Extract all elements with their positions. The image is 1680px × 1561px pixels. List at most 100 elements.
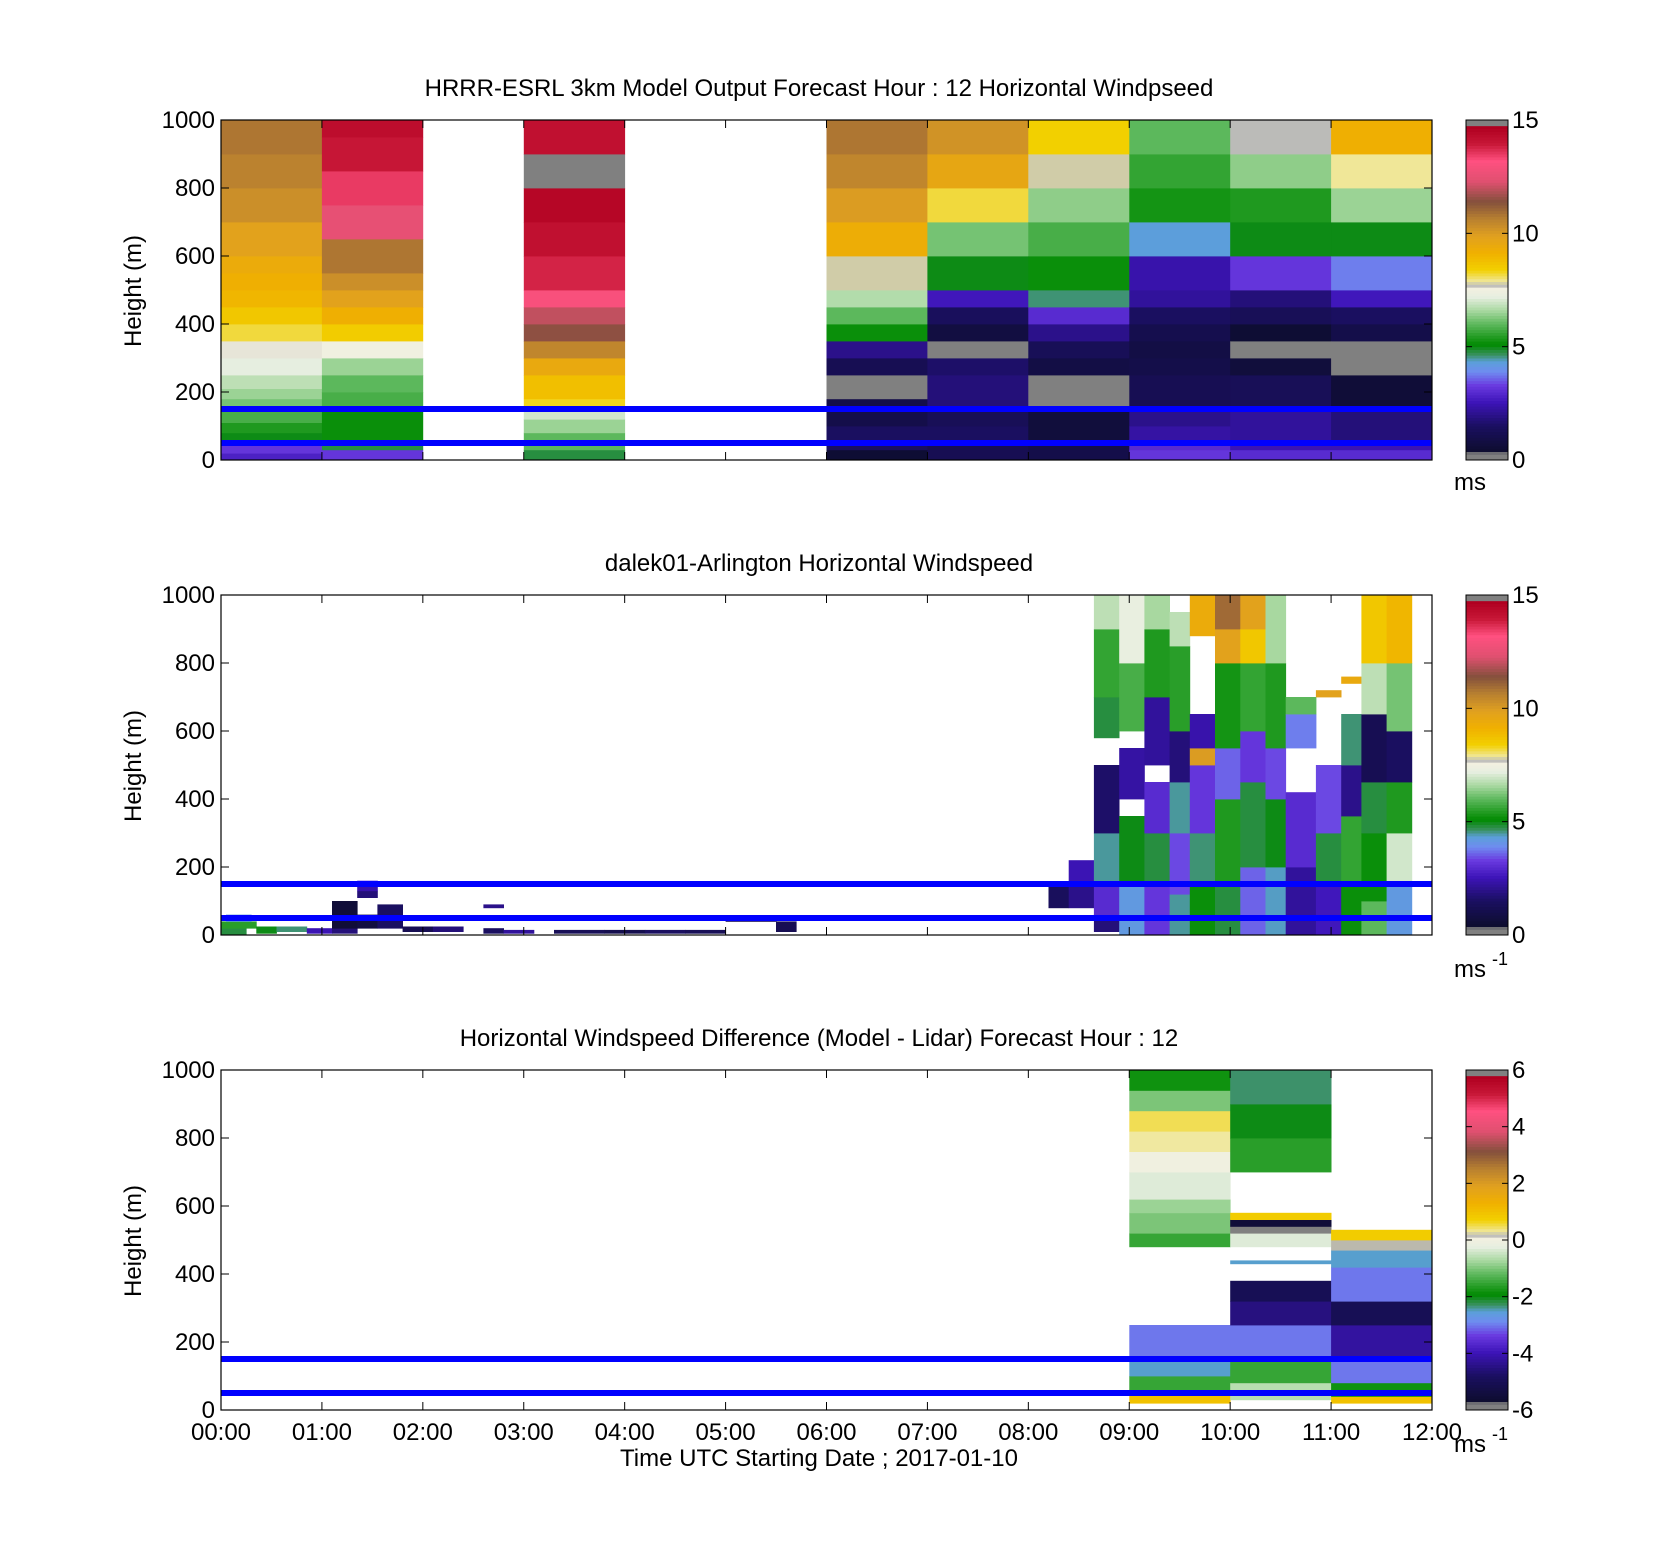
heatmap-cell [332, 928, 358, 934]
y-tick-label: 200 [175, 854, 215, 881]
heatmap-cell [1169, 612, 1191, 647]
heatmap-cell [1129, 1090, 1231, 1112]
heatmap-cell [1386, 595, 1413, 664]
colorbar-segment [1466, 360, 1508, 365]
heatmap-cell [306, 928, 333, 934]
heatmap-cell [685, 929, 726, 934]
heatmap-cell [1265, 663, 1287, 749]
colorbar-segment [1466, 739, 1508, 743]
colorbar-segment [1466, 273, 1508, 277]
heatmap-cell [1144, 782, 1170, 834]
colorbar-segment [1466, 748, 1508, 752]
colorbar-segment [1466, 867, 1508, 871]
heatmap-cell [1331, 120, 1433, 155]
colorbar-segment [1466, 895, 1508, 899]
colorbar-segment [1466, 156, 1508, 161]
colorbar-segment [1466, 1279, 1508, 1283]
heatmap-cell [221, 341, 323, 359]
heatmap-cell [927, 120, 1029, 155]
colorbar-tick-label: 15 [1512, 582, 1539, 609]
heatmap-cell [1129, 1359, 1231, 1377]
colorbar-segment [1466, 275, 1508, 280]
colorbar-unit-exponent: -1 [1492, 949, 1508, 969]
heatmap-cell [1315, 884, 1342, 936]
colorbar-segment [1466, 637, 1508, 641]
heatmap-cell [1230, 324, 1332, 342]
heatmap-cell [927, 341, 1029, 359]
colorbar-segment [1466, 1146, 1508, 1150]
colorbar-segment [1466, 1149, 1508, 1153]
colorbar-segment [1466, 1319, 1508, 1323]
colorbar-segment [1466, 1384, 1508, 1388]
heatmap-cell [221, 432, 323, 444]
heatmap-cell [826, 341, 928, 359]
heatmap-cell [1341, 884, 1362, 936]
colorbar-segment [1466, 858, 1508, 862]
colorbar-segment [1466, 139, 1508, 144]
heatmap-cell [1189, 748, 1216, 766]
colorbar-segment [1466, 445, 1508, 450]
colorbar-segment [1466, 1288, 1508, 1292]
colorbar-segment [1466, 1081, 1508, 1085]
colorbar-segment [1466, 193, 1508, 197]
heatmap-cell [1240, 595, 1266, 630]
colorbar-segment [1466, 397, 1508, 401]
colorbar-segment [1466, 1373, 1508, 1377]
colorbar-segment [1466, 847, 1508, 851]
heatmap-cell [321, 205, 424, 240]
heatmap-cell [1361, 714, 1387, 783]
colorbar-segment [1466, 1160, 1508, 1164]
colorbar-segment [1466, 691, 1508, 695]
colorbar-segment [1466, 1092, 1508, 1096]
heatmap-cell [1230, 1301, 1332, 1326]
heatmap-cell [1315, 765, 1342, 834]
heatmap-cell [927, 222, 1029, 257]
y-tick-label: 800 [175, 1125, 215, 1152]
heatmap-cell [321, 358, 424, 376]
colorbar-segment [1466, 722, 1508, 726]
colorbar-segment [1466, 827, 1508, 831]
colorbar-segment [1466, 380, 1508, 384]
heatmap-cell [1285, 792, 1317, 868]
colorbar-tick-label: 15 [1512, 107, 1539, 134]
colorbar-segment [1466, 1393, 1508, 1397]
heatmap-cell [221, 453, 323, 461]
heatmap-cell [1129, 1199, 1231, 1214]
colorbar-segment [1466, 731, 1508, 735]
colorbar-tick-label: -4 [1512, 1340, 1533, 1367]
colorbar-segment [1466, 355, 1508, 359]
heatmap-cell [1169, 731, 1191, 783]
heatmap-cell [1230, 290, 1332, 308]
colorbar-segment [1466, 889, 1508, 893]
heatmap-cell [523, 409, 626, 420]
heatmap-cell [1361, 663, 1387, 715]
colorbar-segment [1466, 736, 1508, 740]
colorbar-segment [1466, 767, 1508, 772]
colorbar-segment [1466, 841, 1508, 845]
heatmap-cell [1240, 867, 1266, 936]
heatmap-cell [1331, 1359, 1433, 1384]
heatmap-cell [1331, 409, 1433, 440]
heatmap-cell [1265, 595, 1287, 664]
colorbar-segment [1466, 1271, 1508, 1275]
y-tick-label: 400 [175, 786, 215, 813]
heatmap-cell [321, 443, 424, 451]
heatmap-cell [1129, 426, 1231, 440]
colorbar-tick-label: 10 [1512, 220, 1539, 247]
colorbar-segment [1466, 1214, 1508, 1218]
heatmap-cell [432, 926, 464, 932]
colorbar-segment [1466, 1118, 1508, 1122]
panel3-plot: 0 200 400 600 800 1000 00:00 01:00 02:00 03:00 04:… [162, 1057, 1462, 1446]
colorbar-segment [1466, 680, 1508, 684]
x-tick-label: 05:00 [696, 1419, 756, 1446]
colorbar-unit: ms [1454, 469, 1486, 496]
heatmap-cell [644, 929, 686, 934]
heatmap-cell [1119, 663, 1145, 732]
heatmap-cell [221, 188, 323, 223]
colorbar-segment [1466, 1089, 1508, 1094]
colorbar-segment [1466, 1359, 1508, 1363]
colorbar-segment [1466, 1194, 1508, 1198]
colorbar-segment [1466, 773, 1508, 777]
heatmap-cell [321, 239, 424, 274]
colorbar-segment [1466, 1087, 1508, 1091]
